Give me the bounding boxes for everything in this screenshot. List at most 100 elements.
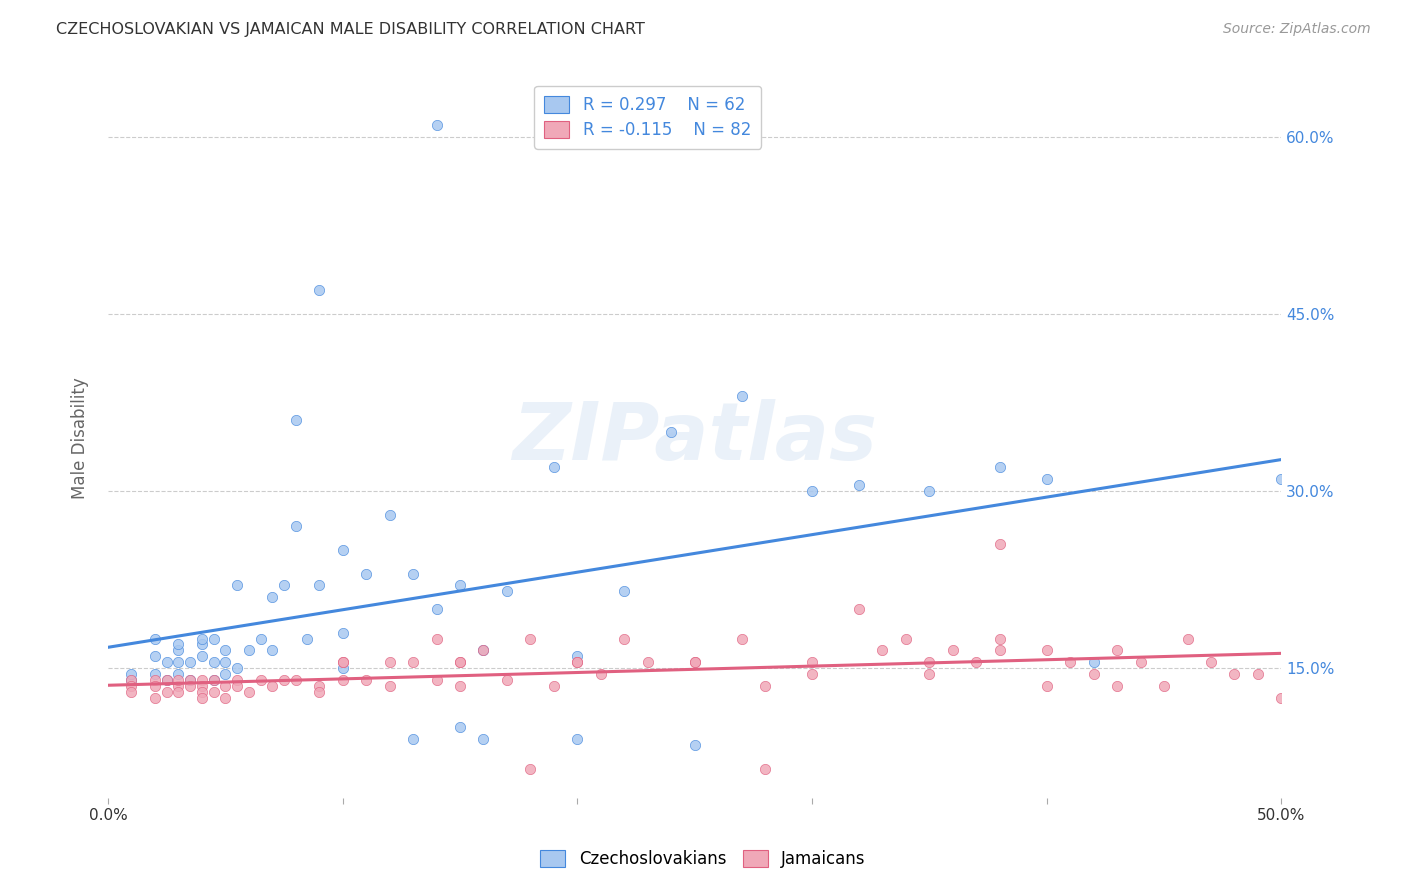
Legend: R = 0.297    N = 62, R = -0.115    N = 82: R = 0.297 N = 62, R = -0.115 N = 82 [534, 86, 761, 149]
Point [683, 655, 706, 669]
Point [120, 673, 142, 687]
Point [988, 460, 1011, 475]
Point [425, 673, 447, 687]
Point [156, 684, 179, 698]
Point [214, 690, 236, 705]
Point [637, 655, 659, 669]
Point [238, 643, 260, 657]
Y-axis label: Male Disability: Male Disability [72, 377, 89, 499]
Point [354, 566, 377, 581]
Point [167, 643, 190, 657]
Point [472, 731, 495, 746]
Point [143, 679, 166, 693]
Point [988, 537, 1011, 551]
Point [918, 483, 941, 498]
Point [848, 478, 870, 492]
Point [249, 673, 271, 687]
Point [872, 643, 894, 657]
Point [918, 667, 941, 681]
Point [179, 673, 201, 687]
Point [226, 673, 249, 687]
Point [273, 673, 295, 687]
Point [332, 543, 354, 558]
Point [730, 389, 752, 403]
Point [226, 661, 249, 675]
Point [1199, 655, 1222, 669]
Point [449, 720, 471, 734]
Point [496, 673, 519, 687]
Point [848, 602, 870, 616]
Point [214, 655, 236, 669]
Point [167, 667, 190, 681]
Point [378, 508, 401, 522]
Point [543, 679, 565, 693]
Point [683, 655, 706, 669]
Text: ZIPatlas: ZIPatlas [512, 399, 877, 476]
Point [249, 632, 271, 646]
Point [332, 655, 354, 669]
Point [191, 673, 214, 687]
Point [143, 667, 166, 681]
Point [191, 649, 214, 664]
Point [567, 655, 589, 669]
Point [449, 679, 471, 693]
Point [613, 632, 636, 646]
Point [918, 655, 941, 669]
Point [801, 667, 824, 681]
Point [942, 643, 965, 657]
Point [683, 738, 706, 752]
Point [1247, 667, 1270, 681]
Point [284, 519, 307, 533]
Point [273, 578, 295, 592]
Point [1223, 667, 1246, 681]
Point [308, 679, 330, 693]
Point [191, 690, 214, 705]
Point [156, 673, 179, 687]
Point [1083, 667, 1105, 681]
Point [567, 731, 589, 746]
Point [425, 632, 447, 646]
Point [472, 643, 495, 657]
Legend: Czechoslovakians, Jamaicans: Czechoslovakians, Jamaicans [534, 843, 872, 875]
Point [191, 679, 214, 693]
Point [167, 673, 190, 687]
Point [1107, 679, 1129, 693]
Point [120, 684, 142, 698]
Point [156, 655, 179, 669]
Point [202, 673, 225, 687]
Point [332, 661, 354, 675]
Point [167, 655, 190, 669]
Point [238, 684, 260, 698]
Point [262, 643, 284, 657]
Point [425, 118, 447, 132]
Point [988, 643, 1011, 657]
Point [402, 655, 425, 669]
Point [202, 632, 225, 646]
Point [1035, 472, 1057, 486]
Point [1270, 472, 1292, 486]
Point [191, 638, 214, 652]
Point [214, 679, 236, 693]
Point [378, 655, 401, 669]
Point [449, 655, 471, 669]
Point [754, 762, 776, 776]
Point [1177, 632, 1199, 646]
Point [1035, 643, 1057, 657]
Point [143, 673, 166, 687]
Point [120, 667, 142, 681]
Point [354, 673, 377, 687]
Point [191, 632, 214, 646]
Point [1153, 679, 1175, 693]
Point [589, 667, 612, 681]
Point [191, 684, 214, 698]
Text: Source: ZipAtlas.com: Source: ZipAtlas.com [1223, 22, 1371, 37]
Point [214, 667, 236, 681]
Point [613, 584, 636, 599]
Point [519, 762, 541, 776]
Point [167, 679, 190, 693]
Point [297, 632, 319, 646]
Point [801, 655, 824, 669]
Point [659, 425, 682, 439]
Point [332, 655, 354, 669]
Point [894, 632, 917, 646]
